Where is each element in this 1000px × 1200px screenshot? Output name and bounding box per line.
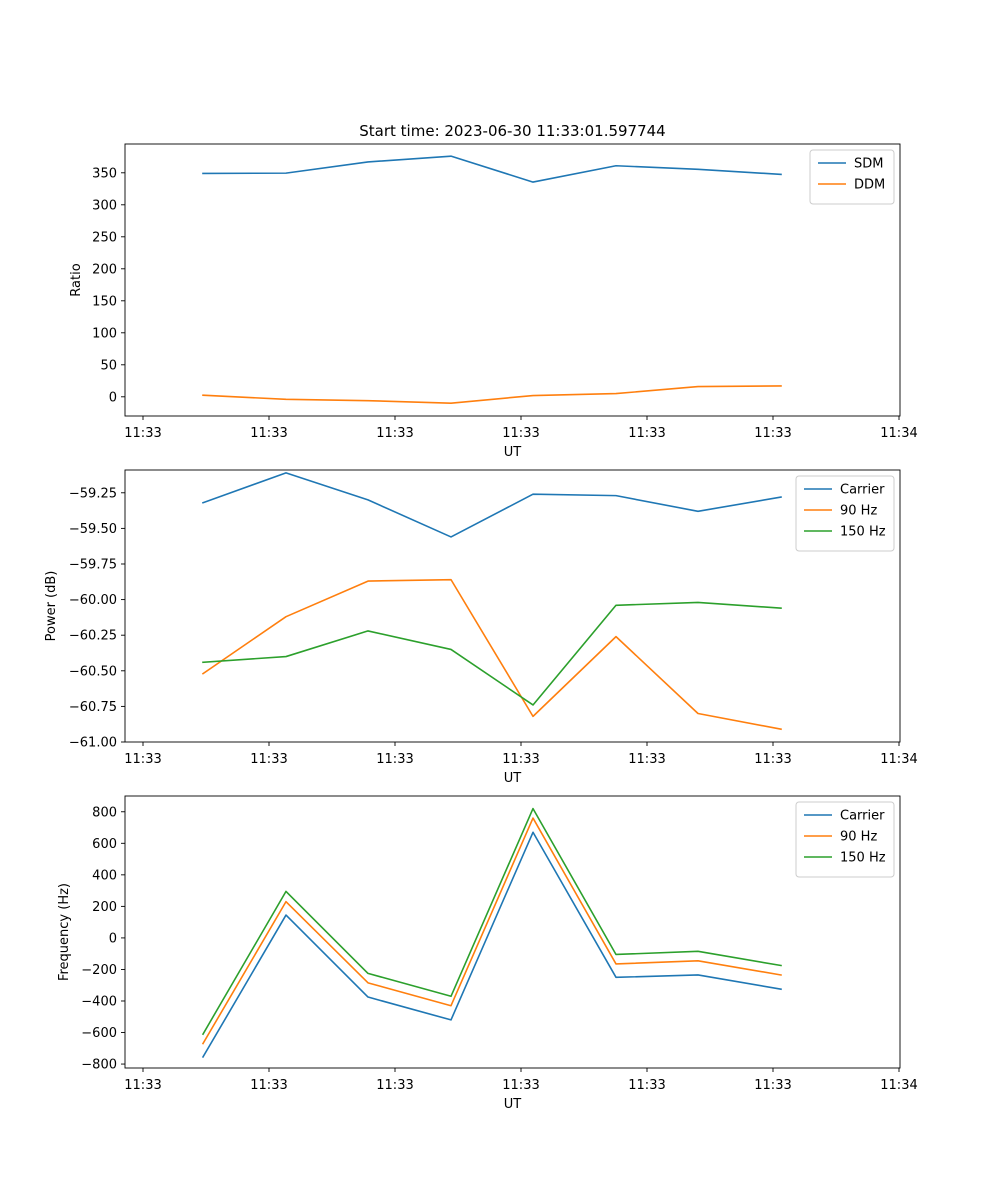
- x-tick-label: 11:33: [502, 752, 539, 767]
- x-tick-label: 11:33: [628, 752, 665, 767]
- y-tick-label: −60.00: [69, 593, 117, 608]
- plot-frame: [124, 143, 901, 417]
- y-tick-label: 600: [92, 837, 117, 852]
- legend-entry-carrier: Carrier: [840, 809, 885, 824]
- y-tick-label: −200: [81, 963, 117, 978]
- x-tick-label: 11:33: [502, 1078, 539, 1093]
- y-tick-label: −800: [81, 1058, 117, 1073]
- legend-box: [795, 475, 895, 552]
- y-tick-label: 200: [92, 262, 117, 277]
- legend: Carrier 90 Hz 150 Hz: [795, 801, 895, 878]
- x-tick-label: 11:33: [124, 426, 161, 441]
- y-tick-label: 350: [92, 166, 117, 181]
- legend-entry-90-hz: 90 Hz: [840, 504, 877, 519]
- y-tick-label: −59.75: [69, 557, 117, 572]
- plot-frame: [124, 795, 901, 1069]
- x-tick-label: 11:33: [250, 426, 287, 441]
- y-tick-label: −59.50: [69, 522, 117, 537]
- x-axis-label: UT: [504, 771, 522, 786]
- x-tick-label: 11:33: [628, 1078, 665, 1093]
- series-line-ddm: [202, 385, 782, 405]
- y-tick-label: −60.25: [69, 629, 117, 644]
- x-tick-label: 11:33: [376, 426, 413, 441]
- x-tick-label: 11:33: [754, 752, 791, 767]
- chart-title: Start time: 2023-06-30 11:33:01.597744: [359, 122, 665, 140]
- y-tick-label: 150: [92, 294, 117, 309]
- y-axis-label: Frequency (Hz): [57, 883, 72, 981]
- legend-entry-carrier: Carrier: [840, 483, 885, 498]
- y-tick-label: 50: [100, 358, 117, 373]
- y-tick-label: 100: [92, 326, 117, 341]
- legend-entry-150-hz: 150 Hz: [840, 851, 886, 866]
- x-axis-label: UT: [504, 445, 522, 460]
- x-tick-label: 11:33: [502, 426, 539, 441]
- series-line-carrier: [201, 472, 782, 538]
- y-tick-label: −600: [81, 1026, 117, 1041]
- y-tick-label: −60.75: [69, 700, 117, 715]
- legend: Carrier 90 Hz 150 Hz: [795, 475, 895, 552]
- legend-entry-90-hz: 90 Hz: [840, 830, 877, 845]
- x-axis-label: UT: [504, 1097, 522, 1112]
- y-tick-label: −61.00: [69, 736, 117, 751]
- x-tick-label: 11:33: [376, 752, 413, 767]
- y-tick-label: 200: [92, 900, 117, 915]
- chart-panel-1: Start time: 2023-06-30 11:33:01.597744 11…: [69, 122, 918, 460]
- y-tick-label: −60.50: [69, 664, 117, 679]
- series-line-sdm: [202, 155, 782, 183]
- x-tick-label: 11:34: [880, 1078, 917, 1093]
- x-tick-label: 11:33: [376, 1078, 413, 1093]
- y-tick-label: 0: [109, 390, 117, 405]
- series-line-carrier: [201, 831, 782, 1059]
- y-tick-label: 400: [92, 868, 117, 883]
- y-tick-label: −59.25: [69, 486, 117, 501]
- legend-entry-150-hz: 150 Hz: [840, 525, 886, 540]
- chart-panel-3: 11:33 11:33 11:33 11:33 11:33 11:33 11:34 −800 −…: [57, 795, 918, 1112]
- legend-entry-sdm: SDM: [854, 157, 883, 172]
- y-axis-label: Ratio: [69, 263, 84, 296]
- legend-entry-ddm: DDM: [854, 178, 885, 193]
- x-tick-label: 11:33: [250, 1078, 287, 1093]
- y-tick-label: 300: [92, 198, 117, 213]
- legend: SDM DDM: [809, 149, 895, 205]
- x-tick-label: 11:34: [880, 426, 917, 441]
- x-tick-label: 11:33: [124, 1078, 161, 1093]
- x-tick-label: 11:33: [124, 752, 161, 767]
- y-axis-label: Power (dB): [44, 571, 59, 642]
- y-tick-label: 0: [109, 931, 117, 946]
- series-line-90-hz: [201, 817, 782, 1045]
- x-tick-label: 11:33: [250, 752, 287, 767]
- y-tick-label: −400: [81, 994, 117, 1009]
- y-tick-label: 800: [92, 805, 117, 820]
- chart-panel-2: 11:33 11:33 11:33 11:33 11:33 11:33 11:34 −61.0…: [44, 469, 918, 786]
- y-tick-label: 250: [92, 230, 117, 245]
- x-tick-label: 11:33: [628, 426, 665, 441]
- plot-frame: [124, 469, 901, 743]
- x-tick-label: 11:34: [880, 752, 917, 767]
- series-line-150-hz: [202, 601, 782, 706]
- x-tick-label: 11:33: [754, 1078, 791, 1093]
- x-tick-label: 11:33: [754, 426, 791, 441]
- series-line-150-hz: [201, 807, 782, 1036]
- series-line-90-hz: [201, 578, 782, 731]
- legend-box: [795, 801, 895, 878]
